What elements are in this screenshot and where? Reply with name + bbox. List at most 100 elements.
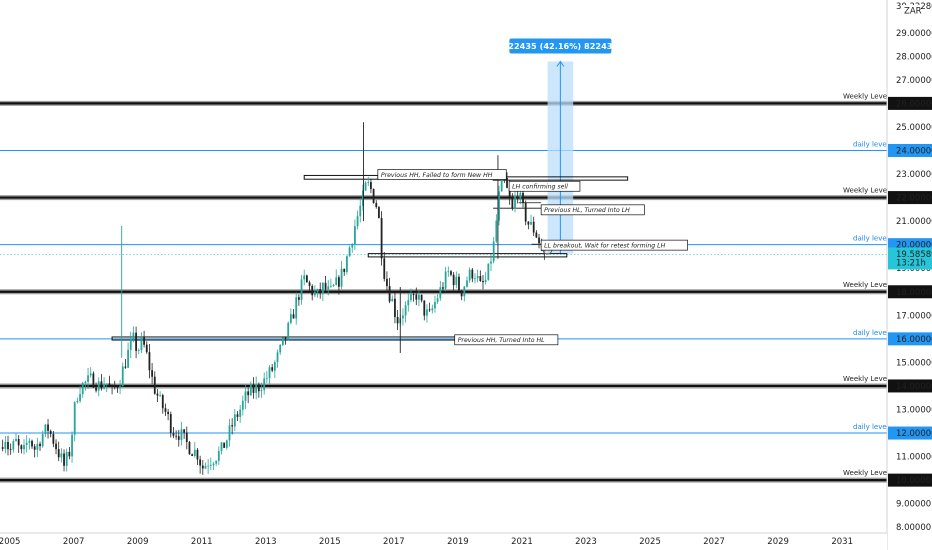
candle-body xyxy=(132,332,135,339)
candles-layer xyxy=(1,122,553,475)
time-tick-label: 2017 xyxy=(383,537,405,547)
candle-body xyxy=(220,442,223,452)
candle-body xyxy=(487,263,490,280)
candle-body xyxy=(119,386,121,389)
candle-body xyxy=(231,425,234,427)
candle-body xyxy=(36,443,39,450)
weekly-level-label: Weekly Level xyxy=(843,281,889,289)
candle-body xyxy=(111,385,113,387)
candle-body xyxy=(297,297,300,300)
candle-body xyxy=(375,203,378,208)
candle-body xyxy=(257,384,260,392)
candle-body xyxy=(519,192,522,199)
candle-body xyxy=(244,391,247,401)
candle-body xyxy=(76,401,79,403)
candle-body xyxy=(108,383,111,386)
candle-body xyxy=(335,277,338,286)
candle-body xyxy=(300,279,303,300)
candle-body xyxy=(60,453,63,458)
candle-body xyxy=(217,451,220,461)
candle-body xyxy=(191,454,194,456)
candle-body xyxy=(84,381,87,383)
level-price-tag-text: 26.00000 xyxy=(896,99,932,109)
candle-body xyxy=(431,308,434,311)
candle-body xyxy=(329,285,332,287)
candle-body xyxy=(340,268,343,287)
candle-body xyxy=(498,191,500,221)
candle-body xyxy=(468,269,471,281)
candle-body xyxy=(482,281,484,283)
candle-body xyxy=(25,442,28,445)
candle-body xyxy=(236,414,239,417)
candle-body xyxy=(1,447,4,449)
candle-body xyxy=(514,196,516,209)
candle-body xyxy=(271,367,274,371)
time-tick-label: 2013 xyxy=(255,537,277,547)
candle-body xyxy=(346,256,348,273)
candle-body xyxy=(279,344,282,353)
price-tick-label: 17.00000 xyxy=(896,311,932,321)
price-tick-label: 29.00000 xyxy=(896,29,932,39)
annotation-text: Previous HH, Failed to form New HH xyxy=(381,171,493,179)
candle-body xyxy=(169,414,172,434)
annotation-text: LH confirming sell xyxy=(512,184,568,191)
candle-body xyxy=(167,411,170,415)
candle-body xyxy=(103,384,105,389)
candle-body xyxy=(380,218,383,259)
candle-body xyxy=(466,280,468,287)
candle-body xyxy=(143,336,145,345)
candle-body xyxy=(527,221,530,225)
price-axis[interactable]: 8.00000 9.00000 10.00000 11.00000 12.00000 13… xyxy=(886,0,932,550)
candle-body xyxy=(383,258,386,279)
current-price-tag xyxy=(888,247,932,270)
candle-body xyxy=(188,441,191,455)
candle-body xyxy=(372,188,375,204)
candle-body xyxy=(63,453,65,466)
candle-body xyxy=(391,298,394,302)
measure-arrow-head xyxy=(556,60,565,67)
candle-body xyxy=(183,429,186,433)
level-price-tag-text: 24.00000 xyxy=(896,146,932,156)
level-price-tag-text: 10.00000 xyxy=(896,476,932,486)
candle-body xyxy=(516,196,519,199)
candle-body xyxy=(265,378,268,380)
candle-body xyxy=(95,387,97,391)
candle-body xyxy=(276,352,279,363)
candle-body xyxy=(92,373,95,388)
candle-body xyxy=(65,451,68,466)
candle-body xyxy=(289,314,292,323)
candle-body xyxy=(324,282,327,290)
price-tick-label: 23.00000 xyxy=(896,170,932,180)
candle-body xyxy=(484,279,487,283)
candle-body xyxy=(295,297,298,319)
candle-body xyxy=(367,182,370,183)
candle-body xyxy=(23,444,25,450)
time-tick-label: 2027 xyxy=(703,537,725,547)
candle-body xyxy=(57,449,60,458)
candle-body xyxy=(124,366,127,368)
time-axis[interactable]: 2005 2007 2009 2011 2013 2015 2017 2019 2021 2023… xyxy=(0,532,887,550)
candle-body xyxy=(500,174,503,192)
measure-layer: 8.22435 (42.16%) 82243.5 xyxy=(499,38,622,254)
zone-rect xyxy=(303,174,379,180)
candle-body xyxy=(127,349,129,368)
price-tick-label: 28.00000 xyxy=(896,52,932,62)
candle-body xyxy=(177,436,180,440)
candle-body xyxy=(137,350,140,352)
candle-body xyxy=(364,182,367,191)
candle-body xyxy=(343,268,346,273)
level-price-tag xyxy=(888,285,932,299)
candle-body xyxy=(129,338,132,350)
candle-body xyxy=(33,446,36,450)
candle-body xyxy=(49,430,52,434)
candle-body xyxy=(439,287,442,299)
candle-body xyxy=(135,332,137,351)
annotation-box xyxy=(508,180,581,192)
candle-body xyxy=(450,271,452,275)
candle-body xyxy=(530,221,532,225)
candle-body xyxy=(490,261,492,264)
level-price-tag xyxy=(888,473,932,487)
daily-level-label: daily level xyxy=(853,329,889,337)
candle-body xyxy=(260,390,263,392)
